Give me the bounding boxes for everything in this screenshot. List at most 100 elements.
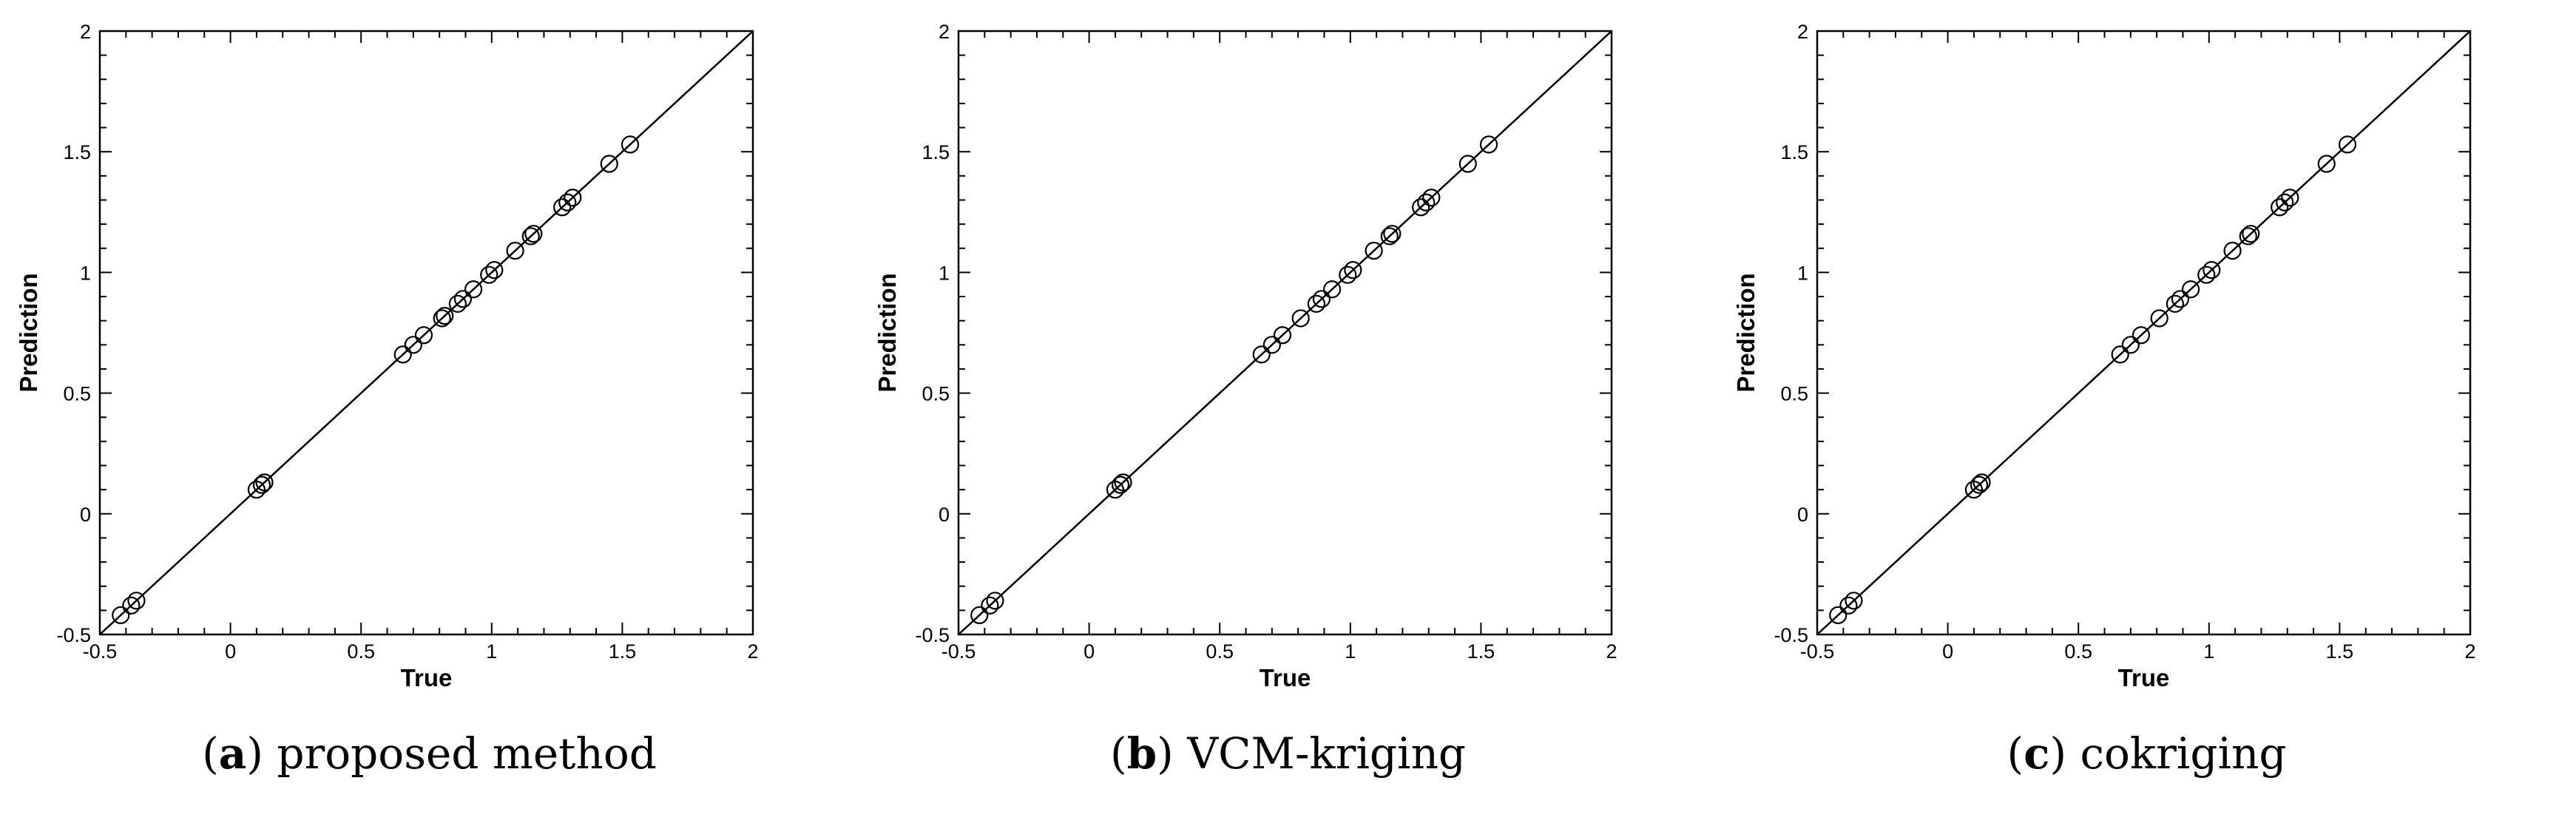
x-axis-title: True (401, 664, 453, 691)
x-tick-label: 0 (1942, 640, 1953, 663)
data-point (414, 326, 433, 345)
reference-line (958, 30, 1612, 635)
x-tick-label: 0 (225, 640, 236, 663)
y-axis-title: Prediction (873, 273, 901, 392)
data-point (2276, 193, 2294, 211)
y-tick-label: -0.5 (56, 624, 91, 646)
data-point (1322, 280, 1342, 299)
data-point (1479, 135, 1498, 154)
reference-line (99, 30, 754, 635)
panel-b: -0.5 0 0.5 1 1.5 2 -0.5 0 0.5 1 1.5 2 True Prediction… (859, 0, 1717, 826)
caption-text: proposed method (277, 728, 657, 779)
x-tick-label: 0 (1084, 640, 1095, 663)
y-tick-label: 0 (1797, 504, 1808, 526)
data-point (2239, 227, 2257, 246)
data-point (600, 155, 618, 173)
data-point (621, 135, 640, 154)
data-point (2203, 261, 2221, 280)
x-tick-label: 2 (747, 640, 758, 663)
data-point (112, 606, 130, 624)
data-point (1262, 336, 1281, 354)
x-tick-label: -0.5 (83, 640, 118, 663)
y-tick-label: 1.5 (63, 141, 91, 163)
caption-letter: c (2024, 728, 2050, 779)
panel-a: -0.5 0 0.5 1 1.5 2 -0.5 0 0.5 1 1.5 2 True Prediction… (0, 0, 859, 826)
data-point (404, 336, 422, 354)
data-point (1344, 261, 1362, 280)
data-point (981, 596, 999, 615)
data-point (127, 592, 146, 610)
y-tick-label: -0.5 (1774, 624, 1808, 646)
y-tick-label: 2 (80, 21, 91, 43)
data-point (1312, 290, 1331, 308)
data-point (480, 265, 498, 284)
x-tick-label: 1.5 (1467, 640, 1495, 663)
data-point (986, 592, 1004, 610)
data-point (2338, 135, 2357, 154)
data-point (2281, 189, 2299, 207)
scatter-plot-c: -0.5 0 0.5 1 1.5 2 -0.5 0 0.5 1 1.5 2 True Prediction (1732, 21, 2476, 691)
data-point (2121, 336, 2140, 354)
caption-c: (c) cokriging (2007, 728, 2287, 779)
x-tick-label: 0.5 (2064, 640, 2092, 663)
panel-c: -0.5 0 0.5 1 1.5 2 -0.5 0 0.5 1 1.5 2 True Prediction… (1717, 0, 2576, 826)
data-point (1252, 345, 1271, 364)
y-tick-label: 0 (80, 504, 91, 526)
data-point (255, 473, 274, 492)
x-tick-label: 0.5 (347, 640, 375, 663)
x-tick-label: 1.5 (609, 640, 637, 663)
caption-letter: b (1126, 728, 1157, 779)
data-point (558, 193, 577, 211)
x-tick-label: 1 (1345, 640, 1356, 663)
x-tick-label: 2 (1606, 640, 1617, 663)
data-point (1458, 155, 1477, 173)
caption-letter: a (218, 728, 247, 779)
y-tick-label: 1 (80, 262, 91, 284)
caption-b: (b) VCM-kriging (1109, 728, 1467, 779)
plot-frame (957, 30, 1613, 636)
plot-frame (98, 30, 754, 636)
y-tick-label: 1 (1797, 262, 1808, 284)
data-point (2150, 309, 2168, 328)
data-point (1422, 189, 1441, 207)
data-point (1111, 475, 1130, 494)
data-point (1307, 294, 1325, 313)
data-point (1970, 475, 1989, 494)
y-axis-title: Prediction (15, 273, 42, 392)
y-tick-label: 1.5 (1780, 141, 1808, 163)
data-point (2171, 290, 2190, 308)
data-point (252, 475, 271, 494)
data-point (1972, 473, 1991, 492)
x-tick-label: -0.5 (942, 640, 976, 663)
data-point (2132, 326, 2151, 345)
x-tick-label: 1.5 (2326, 640, 2354, 663)
data-point (2223, 241, 2242, 260)
data-point (1380, 227, 1399, 246)
data-point (485, 261, 504, 280)
y-tick-label: -0.5 (915, 624, 950, 646)
y-tick-label: 0.5 (63, 383, 91, 405)
data-point (1291, 309, 1310, 328)
data-point (393, 345, 412, 364)
x-tick-label: 0.5 (1206, 640, 1234, 663)
data-point (2197, 265, 2216, 284)
data-point (1339, 265, 1357, 284)
data-point (521, 227, 540, 246)
data-point (506, 241, 524, 260)
data-point (1839, 596, 1858, 615)
data-point (2271, 198, 2289, 217)
x-tick-label: 1 (486, 640, 497, 663)
data-point (1845, 592, 1863, 610)
x-axis-title: True (2118, 664, 2170, 691)
data-point (564, 189, 582, 207)
data-point (2181, 280, 2200, 299)
data-point (453, 290, 473, 308)
y-tick-label: 0 (939, 504, 950, 526)
x-tick-label: 1 (2203, 640, 2214, 663)
x-tick-label: 2 (2464, 640, 2475, 663)
caption-text: cokriging (2080, 728, 2287, 779)
data-point (524, 225, 543, 243)
y-tick-label: 1 (939, 262, 950, 284)
y-tick-label: 2 (939, 21, 950, 43)
data-point (1412, 198, 1430, 217)
